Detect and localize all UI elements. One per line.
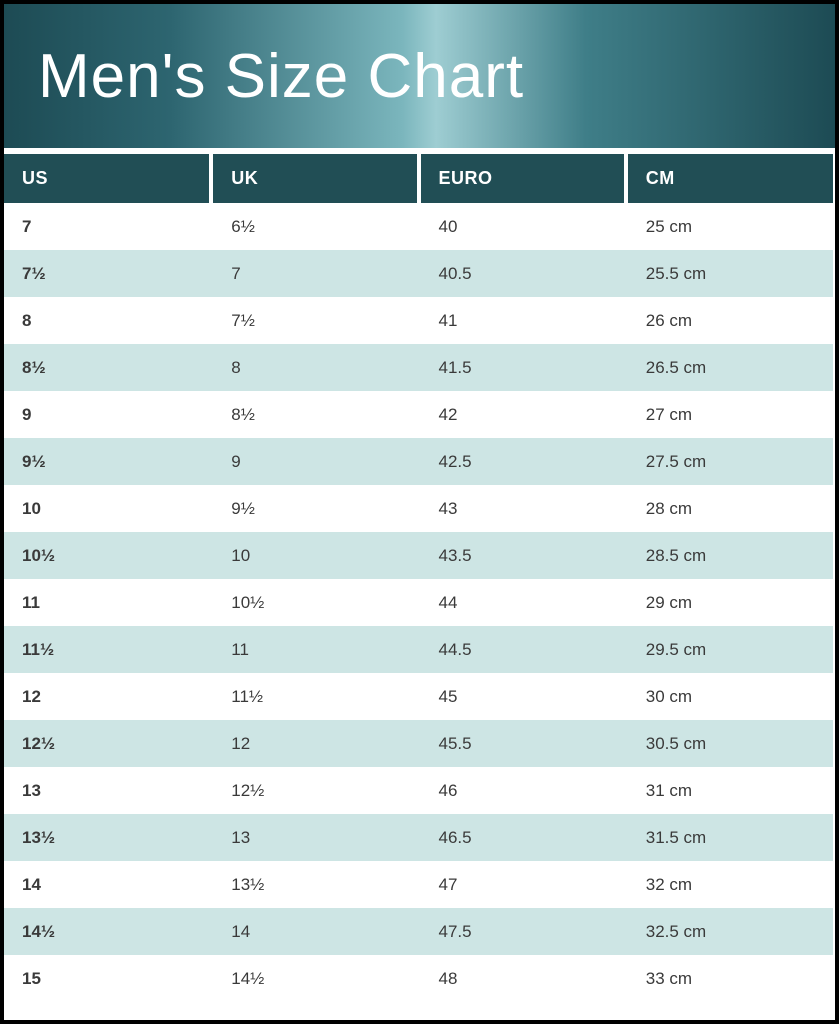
table-row: 98½4227 cm — [4, 391, 833, 438]
col-header-us: US — [4, 154, 211, 203]
table-row: 10½1043.528.5 cm — [4, 532, 833, 579]
cell-uk: 14½ — [211, 955, 418, 1002]
cell-cm: 26 cm — [626, 297, 833, 344]
cell-uk: 14 — [211, 908, 418, 955]
cell-cm: 25.5 cm — [626, 250, 833, 297]
cell-euro: 47 — [419, 861, 626, 908]
cell-euro: 47.5 — [419, 908, 626, 955]
table-row: 87½4126 cm — [4, 297, 833, 344]
cell-uk: 6½ — [211, 203, 418, 250]
cell-us: 9½ — [4, 438, 211, 485]
cell-euro: 43.5 — [419, 532, 626, 579]
cell-euro: 43 — [419, 485, 626, 532]
table-row: 13½1346.531.5 cm — [4, 814, 833, 861]
table-row: 14½1447.532.5 cm — [4, 908, 833, 955]
cell-cm: 25 cm — [626, 203, 833, 250]
cell-euro: 41.5 — [419, 344, 626, 391]
table-row: 109½4328 cm — [4, 485, 833, 532]
cell-euro: 41 — [419, 297, 626, 344]
cell-us: 12½ — [4, 720, 211, 767]
cell-us: 15 — [4, 955, 211, 1002]
cell-euro: 46 — [419, 767, 626, 814]
cell-uk: 10 — [211, 532, 418, 579]
table-row: 8½841.526.5 cm — [4, 344, 833, 391]
cell-cm: 33 cm — [626, 955, 833, 1002]
cell-us: 7½ — [4, 250, 211, 297]
col-header-uk: UK — [211, 154, 418, 203]
cell-uk: 9 — [211, 438, 418, 485]
cell-us: 10½ — [4, 532, 211, 579]
cell-euro: 45.5 — [419, 720, 626, 767]
cell-uk: 13 — [211, 814, 418, 861]
cell-uk: 8 — [211, 344, 418, 391]
table-row: 1413½4732 cm — [4, 861, 833, 908]
table-row: 76½4025 cm — [4, 203, 833, 250]
cell-euro: 44 — [419, 579, 626, 626]
title-bar: Men's Size Chart — [4, 4, 835, 154]
cell-us: 11 — [4, 579, 211, 626]
table-row: 9½942.527.5 cm — [4, 438, 833, 485]
cell-us: 13 — [4, 767, 211, 814]
cell-us: 7 — [4, 203, 211, 250]
cell-us: 8 — [4, 297, 211, 344]
col-header-euro: EURO — [419, 154, 626, 203]
cell-us: 11½ — [4, 626, 211, 673]
cell-euro: 40 — [419, 203, 626, 250]
cell-uk: 8½ — [211, 391, 418, 438]
chart-title: Men's Size Chart — [38, 41, 524, 112]
size-chart-container: Men's Size Chart US UK EURO CM 76½4025 c… — [0, 0, 839, 1024]
cell-uk: 9½ — [211, 485, 418, 532]
table-row: 1312½4631 cm — [4, 767, 833, 814]
cell-uk: 11 — [211, 626, 418, 673]
cell-uk: 12 — [211, 720, 418, 767]
cell-uk: 12½ — [211, 767, 418, 814]
cell-uk: 10½ — [211, 579, 418, 626]
cell-us: 9 — [4, 391, 211, 438]
cell-cm: 32 cm — [626, 861, 833, 908]
cell-cm: 31 cm — [626, 767, 833, 814]
table-header-row: US UK EURO CM — [4, 154, 833, 203]
cell-us: 10 — [4, 485, 211, 532]
table-row: 1211½4530 cm — [4, 673, 833, 720]
cell-cm: 28.5 cm — [626, 532, 833, 579]
cell-cm: 30.5 cm — [626, 720, 833, 767]
cell-cm: 28 cm — [626, 485, 833, 532]
size-table: US UK EURO CM 76½4025 cm7½740.525.5 cm87… — [4, 154, 835, 1002]
cell-cm: 26.5 cm — [626, 344, 833, 391]
table-row: 1110½4429 cm — [4, 579, 833, 626]
cell-euro: 48 — [419, 955, 626, 1002]
cell-cm: 30 cm — [626, 673, 833, 720]
cell-uk: 13½ — [211, 861, 418, 908]
cell-cm: 29.5 cm — [626, 626, 833, 673]
table-row: 7½740.525.5 cm — [4, 250, 833, 297]
cell-us: 12 — [4, 673, 211, 720]
cell-euro: 45 — [419, 673, 626, 720]
cell-euro: 40.5 — [419, 250, 626, 297]
col-header-cm: CM — [626, 154, 833, 203]
cell-uk: 11½ — [211, 673, 418, 720]
cell-uk: 7½ — [211, 297, 418, 344]
table-row: 1514½4833 cm — [4, 955, 833, 1002]
cell-cm: 27.5 cm — [626, 438, 833, 485]
cell-us: 13½ — [4, 814, 211, 861]
cell-uk: 7 — [211, 250, 418, 297]
cell-euro: 42 — [419, 391, 626, 438]
cell-us: 14½ — [4, 908, 211, 955]
cell-us: 14 — [4, 861, 211, 908]
cell-cm: 32.5 cm — [626, 908, 833, 955]
table-row: 12½1245.530.5 cm — [4, 720, 833, 767]
cell-euro: 46.5 — [419, 814, 626, 861]
cell-cm: 31.5 cm — [626, 814, 833, 861]
cell-euro: 44.5 — [419, 626, 626, 673]
table-row: 11½1144.529.5 cm — [4, 626, 833, 673]
cell-euro: 42.5 — [419, 438, 626, 485]
cell-cm: 29 cm — [626, 579, 833, 626]
cell-us: 8½ — [4, 344, 211, 391]
cell-cm: 27 cm — [626, 391, 833, 438]
